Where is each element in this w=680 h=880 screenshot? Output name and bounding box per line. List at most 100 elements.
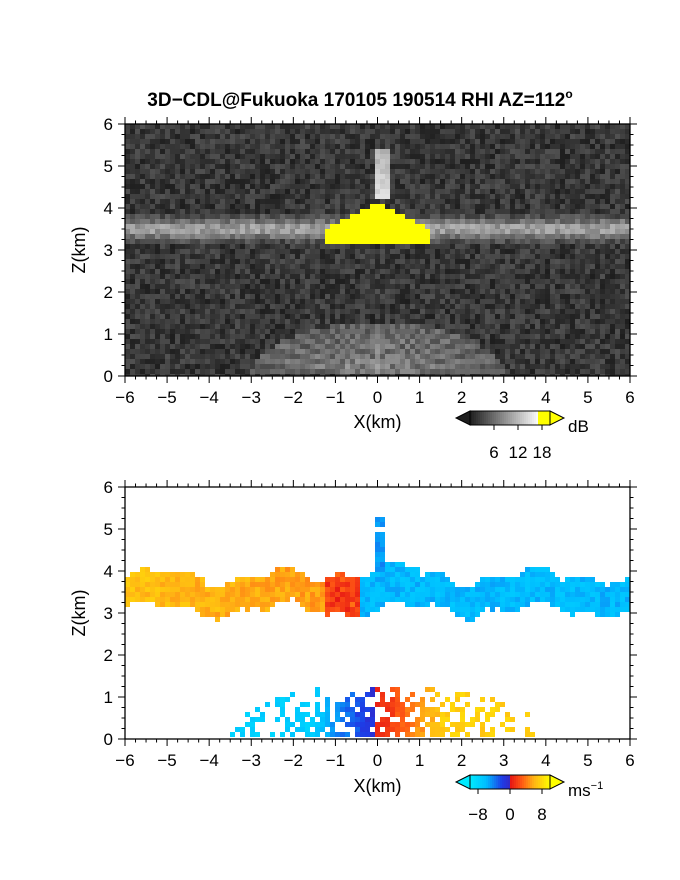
x-tick-label: −3 [242,388,261,407]
colorbar-swatch [502,775,505,789]
colorbar: −8 0 8 ms−1 [454,774,603,824]
colorbar-swatch [516,775,519,789]
colorbar-swatch [488,775,491,789]
x-tick-label: 6 [625,751,634,770]
colorbar-swatch [482,411,485,425]
y-tick-label: 1 [104,325,113,344]
colorbar-swatch [472,775,475,789]
colorbar-swatch [534,775,537,789]
colorbar-swatch [512,775,515,789]
colorbar-swatch [494,775,497,789]
colorbar-swatch [532,775,535,789]
figure-title: 3D−CDL@Fukuoka 170105 190514 RHI AZ=112o [147,87,572,111]
colorbar-swatch [520,775,523,789]
colorbar-swatch [474,775,477,789]
colorbar-swatch [528,775,531,789]
y-tick-label: 2 [104,646,113,665]
x-tick-label: 2 [457,751,466,770]
colorbar-swatch [492,775,495,789]
velocity-panel: −6 −5 −4 −3 −2 −1 0 1 2 3 4 5 6 0 1 2 3 4 5 6 X(km) Z(km) −8 0 8… [69,478,637,824]
colorbar-swatch [480,775,483,789]
x-tick-label: 1 [415,751,424,770]
colorbar-unit: ms−1 [568,780,603,800]
y-tick-label: 4 [104,199,113,218]
colorbar-swatch [476,775,479,789]
plot-area [125,517,630,737]
colorbar-swatch [518,411,521,425]
y-tick-label: 5 [104,520,113,539]
colorbar-swatch [506,411,509,425]
colorbar-swatch [480,411,483,425]
colorbar-swatch [508,775,511,789]
colorbar-swatch [526,775,529,789]
x-tick-label: −1 [326,751,345,770]
colorbar-swatch [540,411,543,425]
x-tick-label: 1 [415,388,424,407]
colorbar-swatch [512,411,515,425]
field-layer [125,124,630,376]
colorbar-swatch [478,411,481,425]
x-tick-label: −4 [199,388,218,407]
colorbar-unit: dB [568,417,589,436]
colorbar-tick-label: 6 [489,443,498,462]
colorbar-swatch [530,411,533,425]
x-tick-label: 4 [541,388,550,407]
y-tick-label: 6 [104,478,113,497]
colorbar-swatch [470,775,473,789]
colorbar-swatch [518,775,521,789]
colorbar-swatch [520,411,523,425]
y-tick-label: 2 [104,283,113,302]
y-axis-label: Z(km) [69,590,89,637]
colorbar-low-triangle [454,410,471,426]
x-tick-label: −4 [199,751,218,770]
colorbar-swatch [498,775,501,789]
x-tick-label: 4 [541,751,550,770]
colorbar-swatch [490,411,493,425]
colorbar-swatch [484,775,487,789]
colorbar-swatch [538,411,541,425]
x-tick-label: −6 [115,388,134,407]
plot-area [125,124,630,376]
y-tick-label: 0 [104,730,113,749]
colorbar-swatch [486,411,489,425]
x-tick-label: −6 [115,751,134,770]
y-axis-label: Z(km) [69,227,89,274]
y-tick-label: 4 [104,562,113,581]
colorbar-swatch [522,775,525,789]
x-tick-label: 6 [625,388,634,407]
y-tick-label: 3 [104,241,113,260]
colorbar-swatch [486,775,489,789]
x-tick-label: 5 [583,388,592,407]
colorbar-swatch [478,775,481,789]
y-tick-label: 6 [104,115,113,134]
colorbar: 6 12 18 dB [454,410,589,462]
colorbar-swatch [496,411,499,425]
colorbar-swatch [500,775,503,789]
colorbar-swatch [500,411,503,425]
colorbar-swatch [542,411,545,425]
colorbar-swatch [490,775,493,789]
colorbar-swatch [524,775,527,789]
colorbar-high-triangle [549,774,566,790]
colorbar-swatch [504,775,507,789]
colorbar-swatch [504,411,507,425]
colorbar-swatch [536,411,539,425]
colorbar-swatch [470,411,473,425]
colorbar-swatch [524,411,527,425]
x-tick-label: 3 [499,751,508,770]
colorbar-swatch [498,411,501,425]
colorbar-low-triangle [454,774,471,790]
x-tick-label: 0 [373,388,382,407]
colorbar-swatch [476,411,479,425]
colorbar-swatch [506,775,509,789]
colorbar-swatch [526,411,529,425]
colorbar-swatch [514,775,517,789]
colorbar-swatch [546,775,549,789]
colorbar-swatch [532,411,535,425]
colorbar-frame [469,410,551,426]
colorbar-swatch [510,775,513,789]
colorbar-swatch [510,411,513,425]
colorbar-swatch [492,411,495,425]
colorbar-swatch [528,411,531,425]
